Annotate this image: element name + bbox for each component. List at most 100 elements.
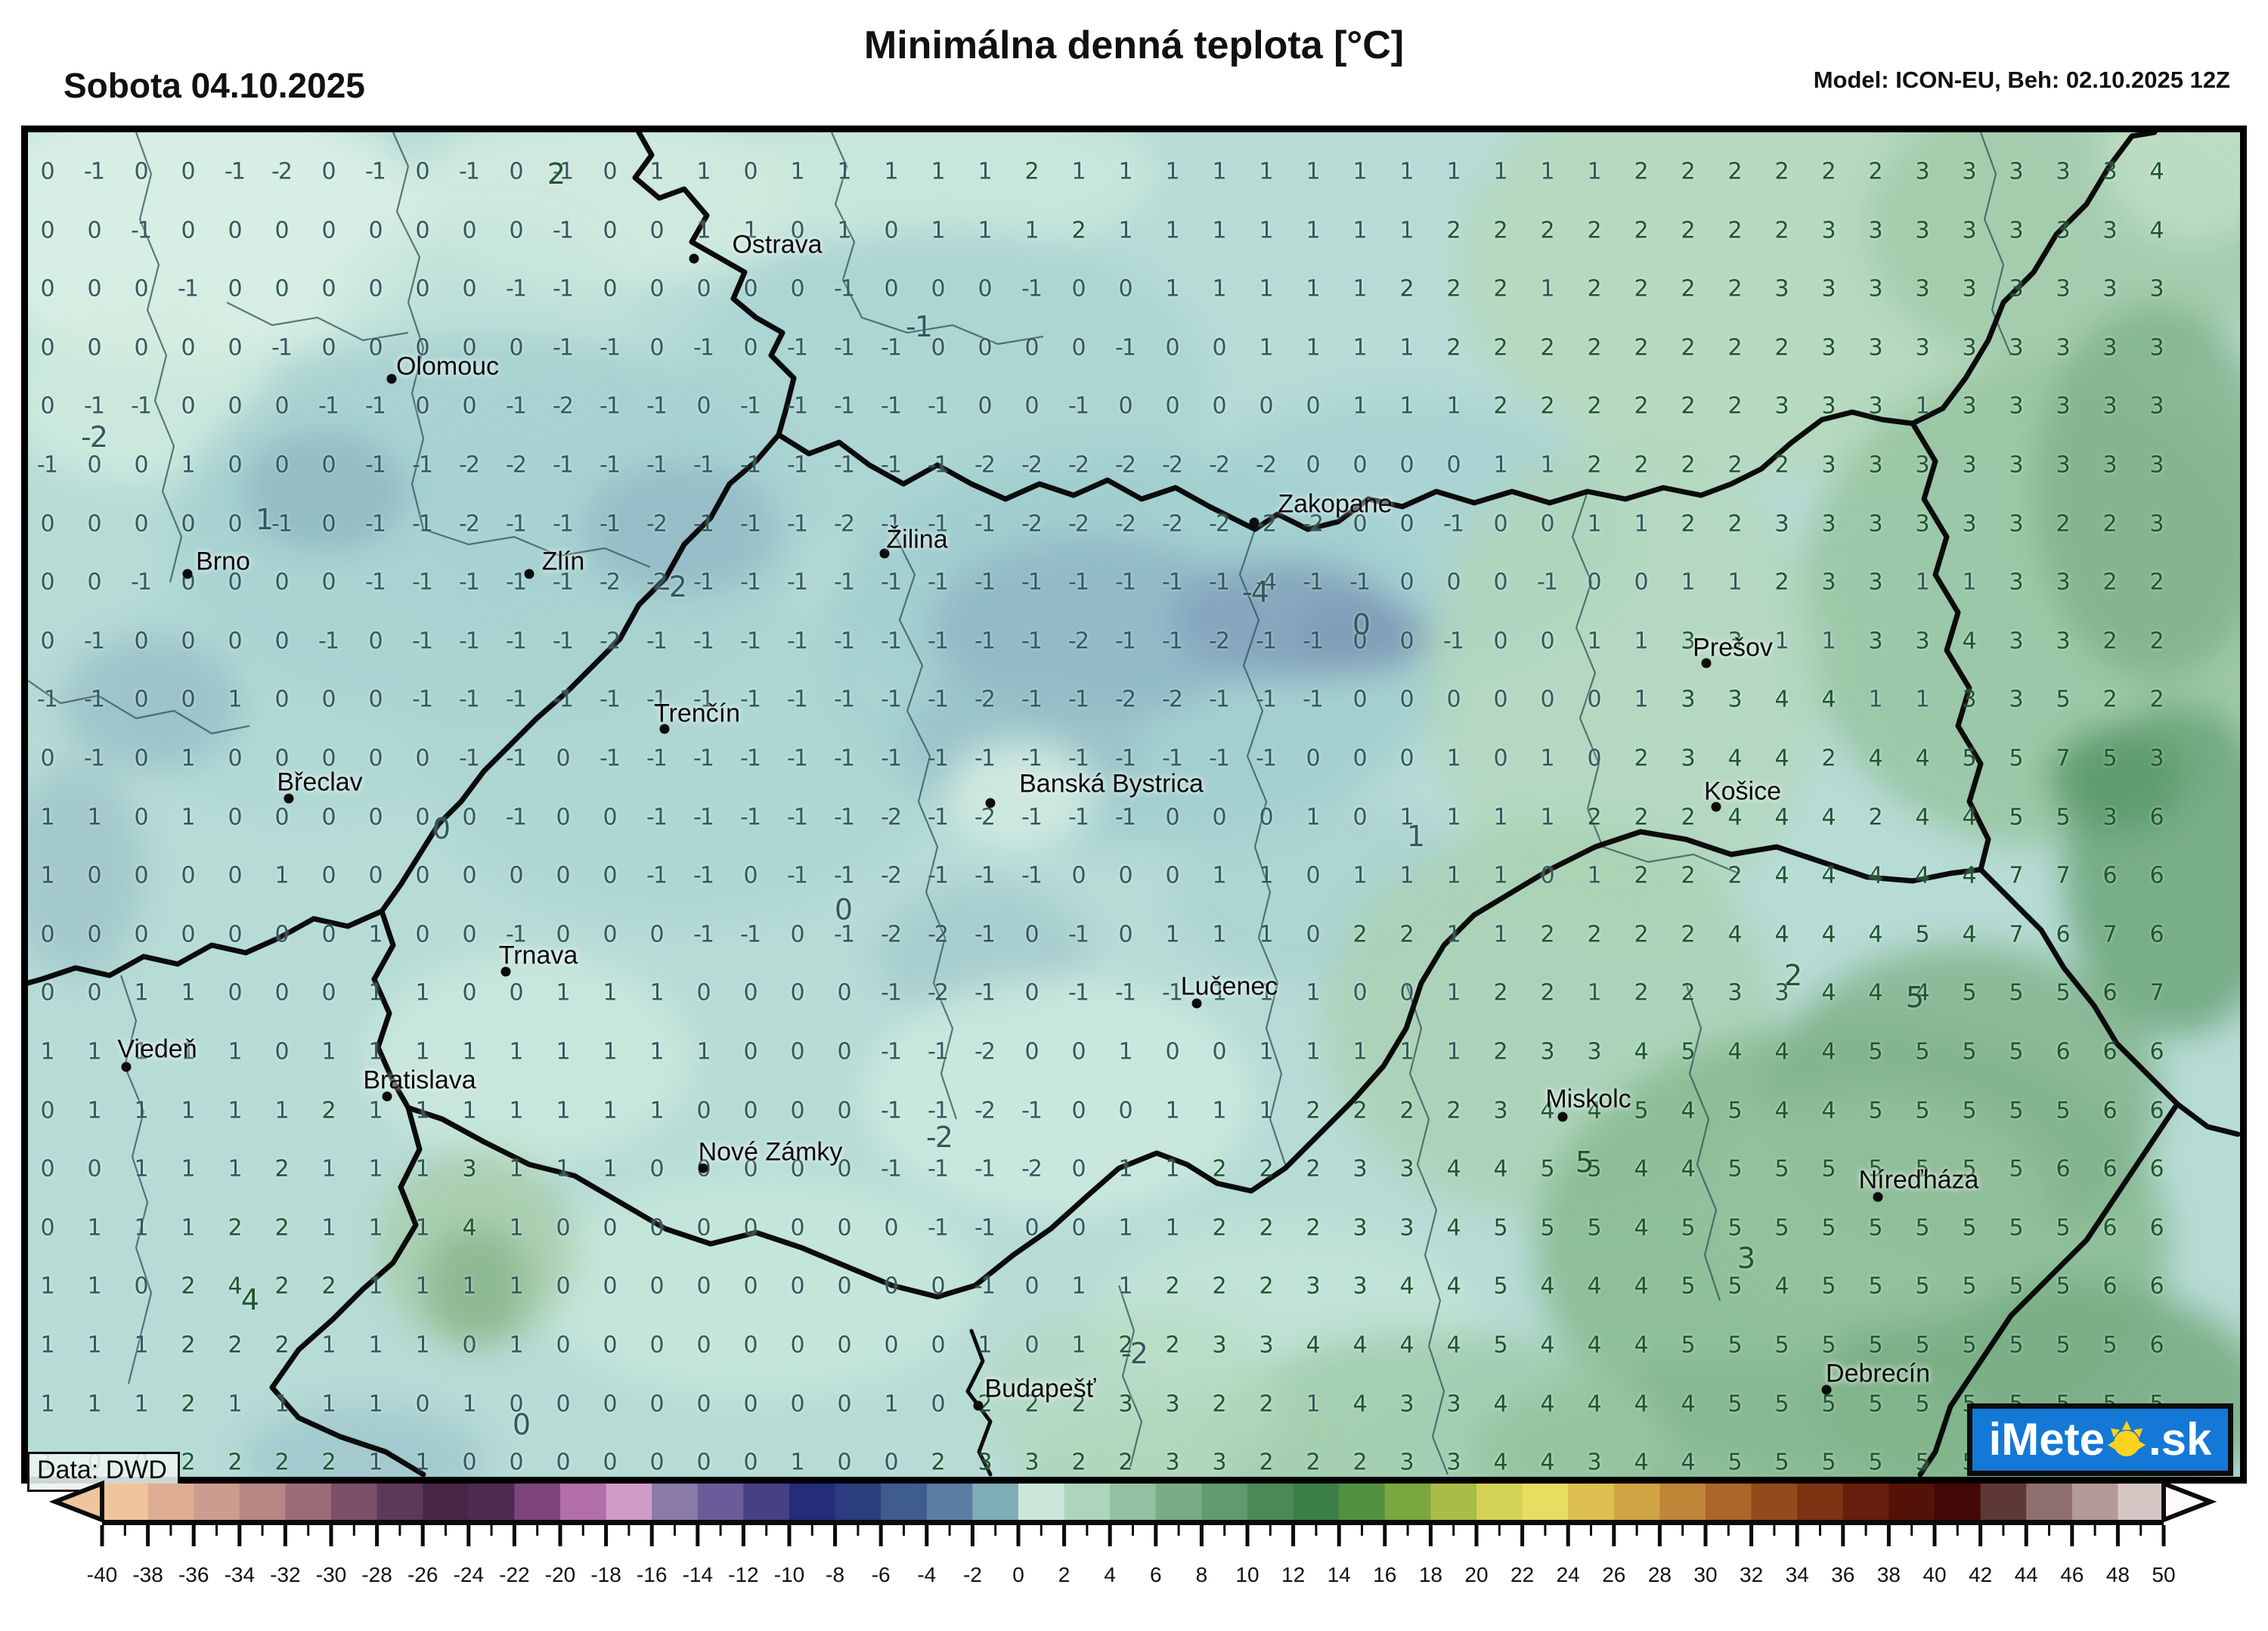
temp-value: 3 [1399, 1155, 1414, 1183]
temp-value: 1 [1634, 686, 1648, 713]
temp-value: 4 [2149, 158, 2164, 185]
temp-value: 2 [1259, 1273, 1273, 1300]
temp-value: 1 [1915, 569, 1929, 596]
temp-value: 1 [134, 1038, 148, 1065]
temp-value: -1 [787, 862, 808, 889]
temp-value: 6 [2149, 1038, 2164, 1065]
temp-value: 1 [134, 1097, 148, 1124]
temp-value: 0 [1352, 979, 1367, 1006]
temp-value: 0 [462, 392, 476, 420]
temp-value: 0 [368, 686, 383, 713]
temp-value: 2 [1540, 979, 1554, 1006]
temp-value: -1 [131, 217, 152, 244]
temp-value: 0 [1118, 1097, 1132, 1124]
country-borders [28, 132, 2240, 1477]
temp-value: 1 [1587, 510, 1601, 538]
temp-value: 2 [181, 1332, 195, 1359]
temp-value: 2 [1212, 1155, 1226, 1183]
temp-value: 3 [1868, 392, 1882, 420]
temp-value: 4 [1446, 1332, 1461, 1359]
temp-value: 0 [87, 1155, 101, 1183]
temp-value: 2 [2102, 628, 2117, 655]
temp-value: 3 [1727, 979, 1742, 1006]
temp-value: 0 [40, 921, 54, 948]
temp-value: 0 [1306, 862, 1320, 889]
imeteo-logo: iMete .sk [1967, 1403, 2233, 1476]
temp-value: 5 [1727, 1449, 1742, 1476]
temp-value: 0 [40, 217, 54, 244]
temp-value: 0 [274, 275, 289, 302]
temp-value: 0 [274, 979, 289, 1006]
temp-value: 1 [1306, 1038, 1320, 1065]
temp-value: -1 [646, 451, 668, 479]
temp-value: 1 [649, 1097, 664, 1124]
temp-value: 0 [462, 804, 476, 831]
temp-value: 3 [2056, 628, 2070, 655]
temp-value: 1 [603, 1038, 617, 1065]
temp-value: 2 [1540, 921, 1554, 948]
temp-value: 4 [1587, 1273, 1601, 1300]
temp-value: 0 [274, 451, 289, 479]
temp-value: 0 [743, 1273, 758, 1300]
temp-value: 0 [368, 334, 383, 361]
temp-value: 0 [368, 628, 383, 655]
temp-value: 1 [1399, 217, 1414, 244]
temp-value: 1 [1821, 628, 1836, 655]
temp-value: 0 [1540, 628, 1554, 655]
temp-value: -2 [1162, 451, 1183, 479]
temp-value: 2 [1071, 1391, 1086, 1418]
temp-value: 0 [1446, 686, 1461, 713]
temp-value: 3 [1868, 510, 1882, 538]
temp-value: 6 [2149, 862, 2164, 889]
temp-value: 0 [743, 979, 758, 1006]
temp-value: 1 [1540, 804, 1554, 831]
temp-value: 3 [2056, 569, 2070, 596]
temp-value: 1 [1587, 862, 1601, 889]
temp-value: 2 [1587, 392, 1601, 420]
temp-value: -2 [1209, 451, 1230, 479]
temp-value: 3 [2149, 451, 2164, 479]
temp-value: -1 [693, 862, 714, 889]
temp-value: 0 [87, 569, 101, 596]
temp-value: 1 [790, 1449, 804, 1476]
temp-value: 0 [1493, 745, 1507, 772]
temp-value: -1 [834, 745, 855, 772]
temp-value: 7 [2009, 862, 2023, 889]
temp-value: 2 [1774, 217, 1789, 244]
temp-value: 1 [1352, 158, 1367, 185]
temp-value: 1 [40, 1038, 54, 1065]
temp-value: 4 [1540, 1391, 1554, 1418]
temp-value: 3 [1962, 686, 1976, 713]
temp-value: 0 [696, 1214, 711, 1242]
temp-value: -1 [928, 686, 949, 713]
temp-value: 3 [2009, 451, 2023, 479]
temp-value: 2 [1727, 217, 1742, 244]
city-dot [1249, 517, 1259, 528]
temp-value: -1 [84, 745, 105, 772]
temp-value: 0 [40, 510, 54, 538]
temp-value: 2 [1540, 334, 1554, 361]
temp-value: 3 [1774, 275, 1789, 302]
temp-value: 3 [1868, 334, 1882, 361]
legend-tick-label: 40 [1923, 1563, 1946, 1586]
temp-value: 0 [1352, 510, 1367, 538]
temp-value: -1 [928, 1038, 949, 1065]
temp-value: 5 [1868, 1273, 1882, 1300]
temp-value: 0 [274, 628, 289, 655]
temp-value: 5 [1821, 1273, 1836, 1300]
temp-value: 0 [1352, 451, 1367, 479]
temp-value: 2 [321, 1273, 336, 1300]
temp-value: 1 [978, 1332, 992, 1359]
temp-value: 0 [1306, 392, 1320, 420]
temp-value: 2 [181, 1391, 195, 1418]
city-dot [973, 1400, 984, 1411]
temp-value: 2 [1727, 275, 1742, 302]
temp-value: -2 [1021, 510, 1043, 538]
temp-value: -1 [1256, 686, 1277, 713]
temp-value: 0 [556, 1273, 570, 1300]
temp-value: 3 [2009, 686, 2023, 713]
temp-value: 7 [2009, 921, 2023, 948]
temp-value: 3 [1915, 217, 1929, 244]
temp-value: -1 [84, 392, 105, 420]
temp-value: 1 [87, 804, 101, 831]
